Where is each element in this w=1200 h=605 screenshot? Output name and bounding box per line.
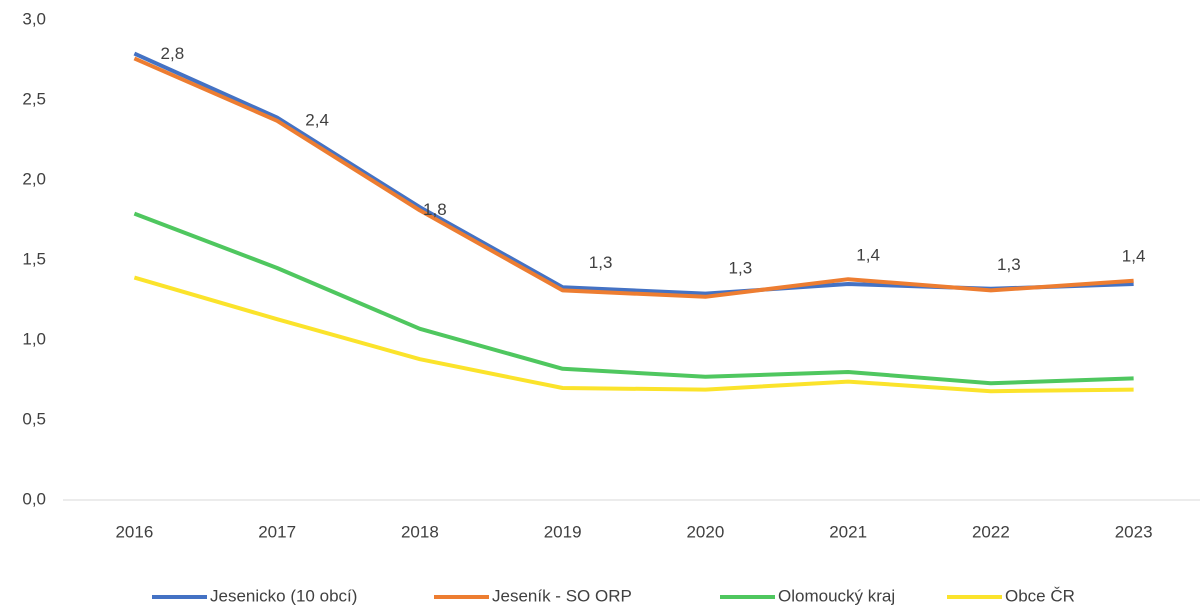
data-label: 1,3 <box>729 258 753 277</box>
y-tick-label: 0,5 <box>22 409 46 428</box>
x-tick-label: 2021 <box>829 522 867 541</box>
data-label: 1,4 <box>856 246 880 265</box>
legend-label: Olomoucký kraj <box>778 586 895 605</box>
data-label: 1,3 <box>997 255 1021 274</box>
x-tick-label: 2020 <box>686 522 724 541</box>
x-tick-label: 2016 <box>115 522 153 541</box>
legend-label: Jeseník - SO ORP <box>492 586 632 605</box>
data-label: 2,8 <box>161 44 185 63</box>
y-tick-label: 3,0 <box>22 9 46 28</box>
series-line <box>133 211 1134 386</box>
data-label: 2,4 <box>305 110 329 129</box>
series-line <box>133 51 1134 296</box>
legend-label: Obce ČR <box>1005 586 1075 605</box>
y-tick-label: 0,0 <box>22 489 46 508</box>
x-tick-label: 2022 <box>972 522 1010 541</box>
series-line <box>133 56 1134 299</box>
series-line <box>133 275 1134 394</box>
x-tick-label: 2018 <box>401 522 439 541</box>
x-tick-label: 2023 <box>1115 522 1153 541</box>
y-tick-label: 2,0 <box>22 169 46 188</box>
y-tick-label: 1,5 <box>22 249 46 268</box>
data-label: 1,3 <box>589 253 613 272</box>
data-label: 1,8 <box>423 200 447 219</box>
legend-label: Jesenicko (10 obcí) <box>210 586 357 605</box>
x-tick-label: 2019 <box>544 522 582 541</box>
data-label: 1,4 <box>1122 246 1146 265</box>
y-tick-label: 2,5 <box>22 89 46 108</box>
x-tick-label: 2017 <box>258 522 296 541</box>
y-tick-label: 1,0 <box>22 329 46 348</box>
